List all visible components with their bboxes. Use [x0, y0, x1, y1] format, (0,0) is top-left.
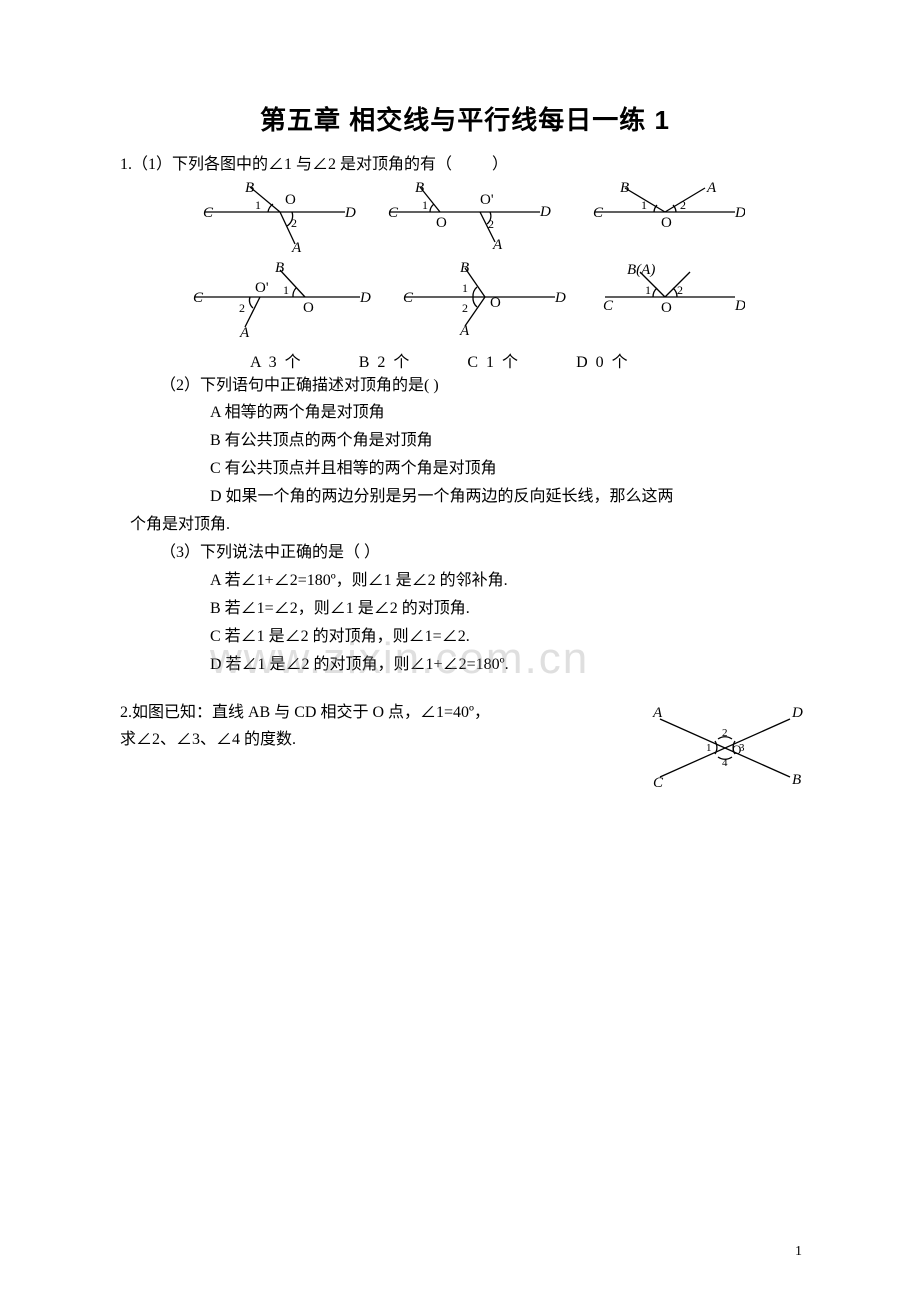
svg-text:2: 2 [680, 198, 686, 212]
q2-figure: A D C B O 1 2 3 4 [640, 699, 810, 799]
q1-stem-a: 1.（1）下列各图中的∠1 与∠2 是对顶角的有（ [120, 156, 452, 173]
q1-2-d1: D 如果一个角的两边分别是另一个角两边的反向延长线，那么这两 [210, 483, 810, 511]
svg-text:D: D [734, 298, 745, 314]
q1-diagrams: B O C D A 1 2 B O' C D O [120, 182, 810, 342]
q1-2-c: C 有公共顶点并且相等的两个角是对顶角 [210, 455, 810, 483]
svg-text:1: 1 [462, 281, 468, 295]
svg-text:C: C [593, 205, 604, 221]
q1-2-b: B 有公共顶点的两个角是对顶角 [210, 427, 810, 455]
svg-text:B: B [620, 182, 629, 196]
page-title: 第五章 相交线与平行线每日一练 1 [120, 100, 810, 137]
q1-choice-b: B 2 个 [359, 348, 412, 372]
page-number: 1 [795, 1244, 802, 1260]
q2-l1: 2.如图已知：直线 AB 与 CD 相交于 O 点，∠1=40º， [120, 699, 640, 726]
svg-text:D: D [344, 205, 356, 221]
q1-stem-b: ） [492, 156, 508, 173]
svg-text:O: O [436, 215, 447, 231]
svg-text:C: C [388, 205, 399, 221]
q1-choice-a: A 3 个 [250, 348, 303, 372]
svg-text:A: A [652, 705, 663, 721]
svg-text:2: 2 [488, 217, 494, 231]
q1-stem: 1.（1）下列各图中的∠1 与∠2 是对顶角的有（ ） [120, 151, 810, 178]
svg-text:O: O [285, 192, 296, 208]
q1-2-stem: （2）下列语句中正确描述对顶角的是( ) [160, 372, 810, 399]
svg-text:B: B [275, 260, 284, 276]
q1-3-d: D 若∠1 是∠2 的对顶角，则∠1+∠2=180º. [210, 651, 810, 679]
q2: 2.如图已知：直线 AB 与 CD 相交于 O 点，∠1=40º， 求∠2、∠3… [120, 699, 810, 799]
svg-text:1: 1 [641, 198, 647, 212]
q1-3-a: A 若∠1+∠2=180º，则∠1 是∠2 的邻补角. [210, 567, 810, 595]
svg-text:2: 2 [291, 216, 297, 230]
svg-text:B: B [460, 260, 469, 276]
q1-2-d2: 个角是对顶角. [130, 511, 810, 539]
svg-text:B: B [792, 772, 801, 788]
svg-text:2: 2 [462, 301, 468, 315]
svg-text:C: C [403, 290, 414, 306]
svg-text:A: A [239, 325, 250, 341]
svg-text:O: O [661, 215, 672, 231]
svg-text:O': O' [480, 192, 494, 208]
svg-text:D: D [734, 205, 745, 221]
svg-text:1: 1 [283, 283, 289, 297]
svg-text:2: 2 [722, 727, 728, 739]
svg-text:4: 4 [722, 757, 728, 769]
svg-text:A: A [291, 240, 302, 256]
q1-choice-c: C 1 个 [467, 348, 520, 372]
svg-text:1: 1 [706, 742, 712, 754]
svg-text:D: D [791, 705, 803, 721]
svg-text:C: C [603, 298, 614, 314]
q1-choice-d: D 0 个 [576, 348, 630, 372]
svg-text:1: 1 [422, 198, 428, 212]
svg-text:3: 3 [739, 742, 745, 754]
svg-text:B(A): B(A) [627, 262, 655, 278]
svg-text:A: A [459, 323, 470, 339]
svg-text:B: B [245, 182, 254, 196]
svg-text:C: C [203, 205, 214, 221]
q2-l2: 求∠2、∠3、∠4 的度数. [120, 726, 640, 753]
svg-text:1: 1 [255, 198, 261, 212]
q1-3-c: C 若∠1 是∠2 的对顶角，则∠1=∠2. [210, 623, 810, 651]
svg-text:C: C [193, 290, 204, 306]
svg-text:A: A [706, 182, 717, 196]
q1-2-a: A 相等的两个角是对顶角 [210, 399, 810, 427]
svg-text:D: D [554, 290, 566, 306]
svg-text:O': O' [255, 280, 269, 296]
svg-text:1: 1 [645, 283, 651, 297]
q1-3-b: B 若∠1=∠2，则∠1 是∠2 的对顶角. [210, 595, 810, 623]
svg-text:2: 2 [677, 283, 683, 297]
svg-text:A: A [492, 237, 503, 253]
q1-choices: A 3 个 B 2 个 C 1 个 D 0 个 [250, 348, 810, 372]
svg-text:O: O [661, 300, 672, 316]
svg-text:C: C [653, 775, 664, 791]
svg-text:2: 2 [239, 301, 245, 315]
svg-text:D: D [539, 204, 551, 220]
svg-text:O: O [490, 295, 501, 311]
svg-text:B: B [415, 182, 424, 196]
svg-text:O: O [303, 300, 314, 316]
q1-3-stem: （3）下列说法中正确的是（ ） [160, 539, 810, 566]
svg-text:D: D [359, 290, 371, 306]
